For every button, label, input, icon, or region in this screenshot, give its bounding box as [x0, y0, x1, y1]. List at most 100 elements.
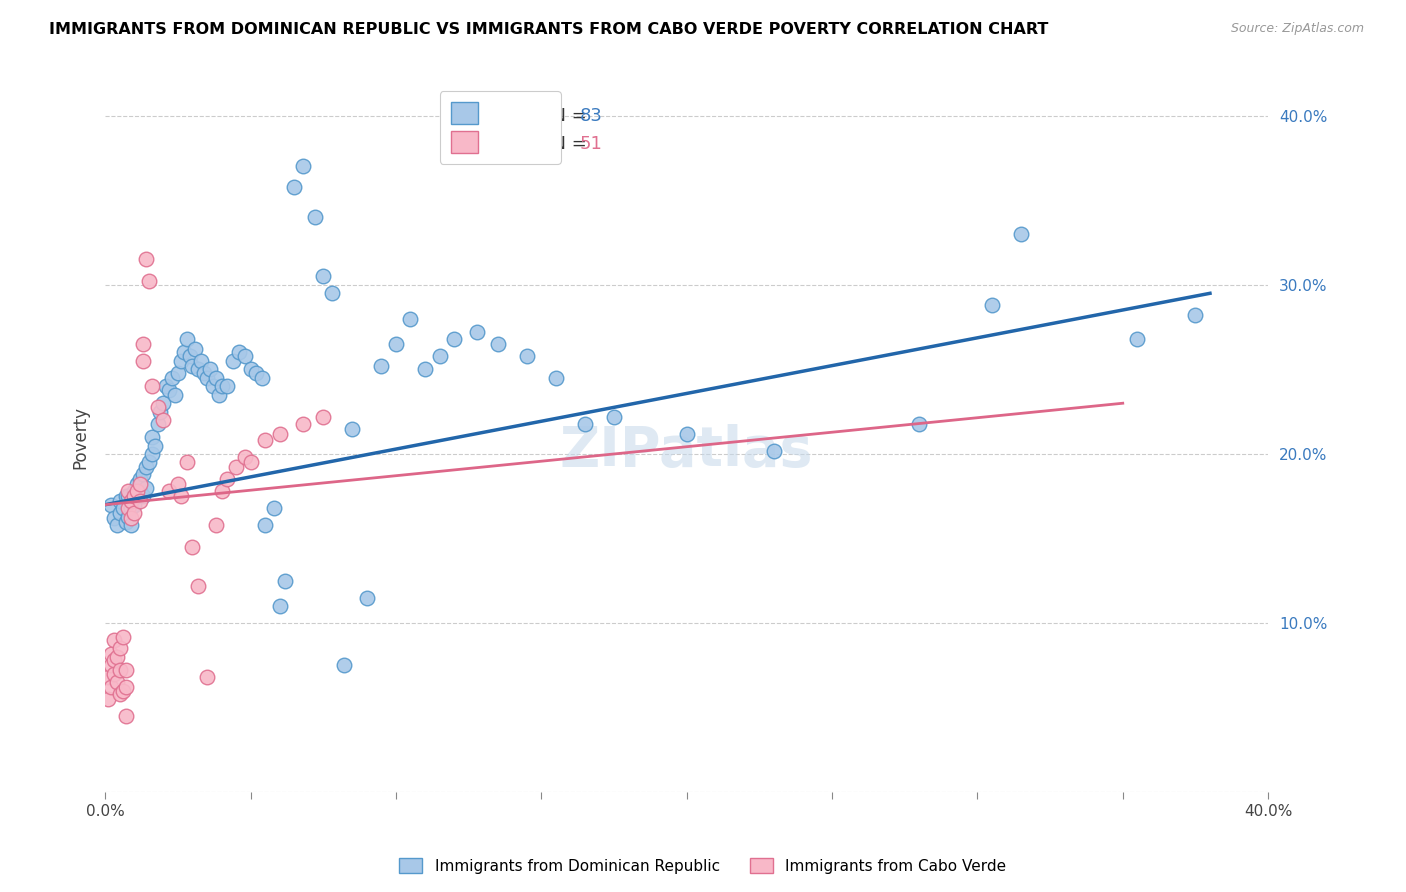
- Point: [486, 337, 509, 351]
- Text: R =: R =: [460, 107, 499, 125]
- Point: [103, 632, 125, 647]
- Point: [132, 354, 155, 368]
- Y-axis label: Poverty: Poverty: [72, 406, 89, 468]
- Point: [108, 641, 131, 656]
- Point: [100, 498, 122, 512]
- Point: [170, 354, 193, 368]
- Point: [217, 472, 239, 486]
- Point: [124, 506, 146, 520]
- Point: [141, 430, 163, 444]
- Point: [181, 359, 204, 373]
- Point: [304, 210, 326, 224]
- Point: [443, 332, 465, 346]
- Point: [100, 658, 122, 673]
- Point: [184, 342, 207, 356]
- Point: [211, 484, 233, 499]
- Point: [114, 664, 136, 678]
- Point: [250, 371, 273, 385]
- Point: [312, 269, 335, 284]
- Point: [176, 332, 198, 346]
- Point: [129, 477, 152, 491]
- Text: ZIPatlas: ZIPatlas: [560, 425, 814, 478]
- Point: [114, 489, 136, 503]
- Point: [217, 379, 239, 393]
- Point: [100, 647, 122, 661]
- Point: [141, 447, 163, 461]
- Point: [283, 179, 305, 194]
- Point: [163, 388, 186, 402]
- Point: [160, 371, 183, 385]
- Point: [114, 709, 136, 723]
- Text: IMMIGRANTS FROM DOMINICAN REPUBLIC VS IMMIGRANTS FROM CABO VERDE POVERTY CORRELA: IMMIGRANTS FROM DOMINICAN REPUBLIC VS IM…: [49, 22, 1049, 37]
- Point: [603, 409, 626, 424]
- Point: [574, 417, 596, 431]
- Point: [108, 664, 131, 678]
- Point: [291, 160, 314, 174]
- Text: Source: ZipAtlas.com: Source: ZipAtlas.com: [1230, 22, 1364, 36]
- Point: [157, 383, 180, 397]
- Point: [1184, 308, 1206, 322]
- Point: [146, 417, 169, 431]
- Point: [108, 506, 131, 520]
- Text: 83: 83: [579, 107, 603, 125]
- Point: [356, 591, 378, 605]
- Point: [195, 670, 218, 684]
- Point: [321, 286, 343, 301]
- Point: [399, 311, 422, 326]
- Point: [127, 477, 149, 491]
- Point: [157, 484, 180, 499]
- Point: [195, 371, 218, 385]
- Point: [97, 670, 120, 684]
- Point: [124, 498, 146, 512]
- Point: [117, 501, 139, 516]
- Point: [187, 362, 209, 376]
- Point: [544, 371, 567, 385]
- Point: [254, 518, 277, 533]
- Point: [1010, 227, 1032, 241]
- Point: [120, 501, 142, 516]
- Point: [211, 379, 233, 393]
- Point: [342, 421, 364, 435]
- Point: [187, 579, 209, 593]
- Point: [111, 630, 134, 644]
- Point: [120, 494, 142, 508]
- Point: [516, 349, 538, 363]
- Point: [149, 405, 172, 419]
- Point: [429, 349, 451, 363]
- Point: [239, 362, 262, 376]
- Point: [117, 484, 139, 499]
- Point: [332, 658, 354, 673]
- Point: [124, 484, 146, 499]
- Point: [269, 426, 291, 441]
- Point: [179, 349, 201, 363]
- Point: [204, 371, 226, 385]
- Point: [170, 489, 193, 503]
- Text: 0.134: 0.134: [498, 136, 548, 153]
- Point: [269, 599, 291, 614]
- Text: 51: 51: [579, 136, 603, 153]
- Point: [152, 396, 174, 410]
- Text: R =: R =: [460, 136, 499, 153]
- Legend:           ,           : ,: [440, 91, 561, 164]
- Point: [201, 379, 224, 393]
- Point: [225, 460, 247, 475]
- Point: [152, 413, 174, 427]
- Point: [108, 687, 131, 701]
- Point: [120, 511, 142, 525]
- Point: [155, 379, 177, 393]
- Point: [675, 426, 697, 441]
- Point: [108, 494, 131, 508]
- Point: [385, 337, 408, 351]
- Point: [103, 653, 125, 667]
- Point: [980, 298, 1002, 312]
- Point: [117, 489, 139, 503]
- Point: [413, 362, 436, 376]
- Point: [141, 379, 163, 393]
- Point: [173, 345, 195, 359]
- Point: [111, 501, 134, 516]
- Point: [135, 252, 157, 267]
- Point: [291, 417, 314, 431]
- Point: [239, 455, 262, 469]
- Point: [105, 518, 128, 533]
- Point: [198, 362, 221, 376]
